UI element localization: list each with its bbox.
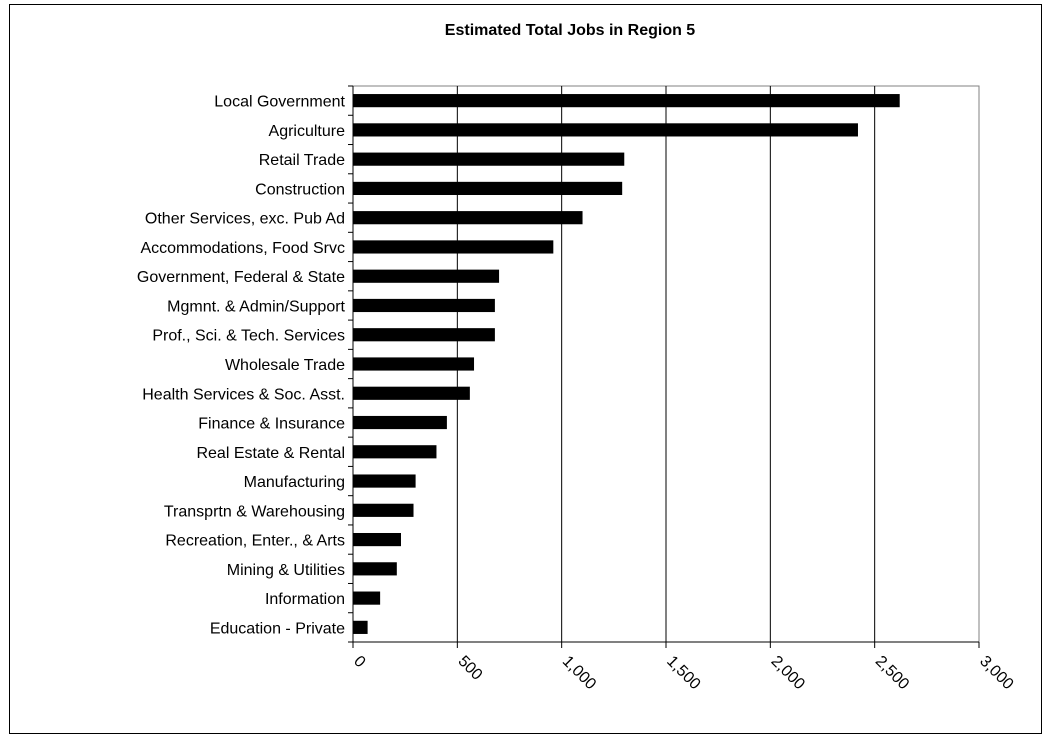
bar (353, 181, 623, 196)
bar (353, 591, 381, 605)
category-label: Government, Federal & State (137, 269, 345, 286)
bar (353, 152, 625, 166)
bar (353, 298, 495, 313)
x-tick-label: 0 (350, 653, 368, 671)
chart-title: Estimated Total Jobs in Region 5 (445, 22, 696, 39)
bar (353, 94, 900, 108)
x-tick-label: 2,500 (872, 653, 912, 693)
bar (353, 620, 368, 634)
bar (353, 503, 414, 517)
bar (353, 123, 858, 137)
x-tick-label: 3,000 (976, 653, 1016, 693)
bar (353, 386, 470, 400)
category-label: Transprtn & Warehousing (164, 503, 345, 520)
category-label: Mining & Utilities (227, 562, 345, 579)
bar (353, 532, 401, 547)
bar (353, 240, 554, 254)
x-tick-label: 2,000 (768, 653, 808, 693)
category-label: Accommodations, Food Srvc (140, 240, 345, 257)
category-label: Retail Trade (259, 152, 345, 169)
bar (353, 328, 495, 342)
bar (353, 269, 500, 283)
category-label: Construction (255, 181, 345, 198)
x-tick-label: 1,500 (663, 653, 703, 693)
category-label: Education - Private (210, 620, 345, 637)
category-label: Local Government (214, 94, 345, 111)
category-label: Prof., Sci. & Tech. Services (152, 328, 345, 345)
x-tick-label: 1,000 (559, 653, 599, 693)
category-label: Finance & Insurance (198, 416, 345, 433)
bar (353, 415, 447, 430)
x-tick-label: 500 (455, 653, 486, 684)
bar (353, 562, 397, 576)
category-label: Other Services, exc. Pub Ad (145, 211, 345, 228)
chart-frame: Estimated Total Jobs in Region 5 Local G… (9, 4, 1042, 734)
category-label: Mgmnt. & Admin/Support (167, 298, 345, 315)
bar (353, 474, 416, 488)
category-label: Real Estate & Rental (196, 445, 345, 462)
chart: Estimated Total Jobs in Region 5 Local G… (137, 22, 1017, 693)
bar (353, 445, 437, 459)
category-label: Agriculture (269, 123, 346, 140)
category-label: Manufacturing (244, 474, 345, 491)
bar (353, 211, 583, 225)
bar (353, 357, 475, 371)
category-label: Wholesale Trade (225, 357, 345, 374)
category-label: Recreation, Enter., & Arts (165, 533, 345, 550)
category-label: Information (265, 591, 345, 608)
category-label: Health Services & Soc. Asst. (142, 386, 345, 403)
